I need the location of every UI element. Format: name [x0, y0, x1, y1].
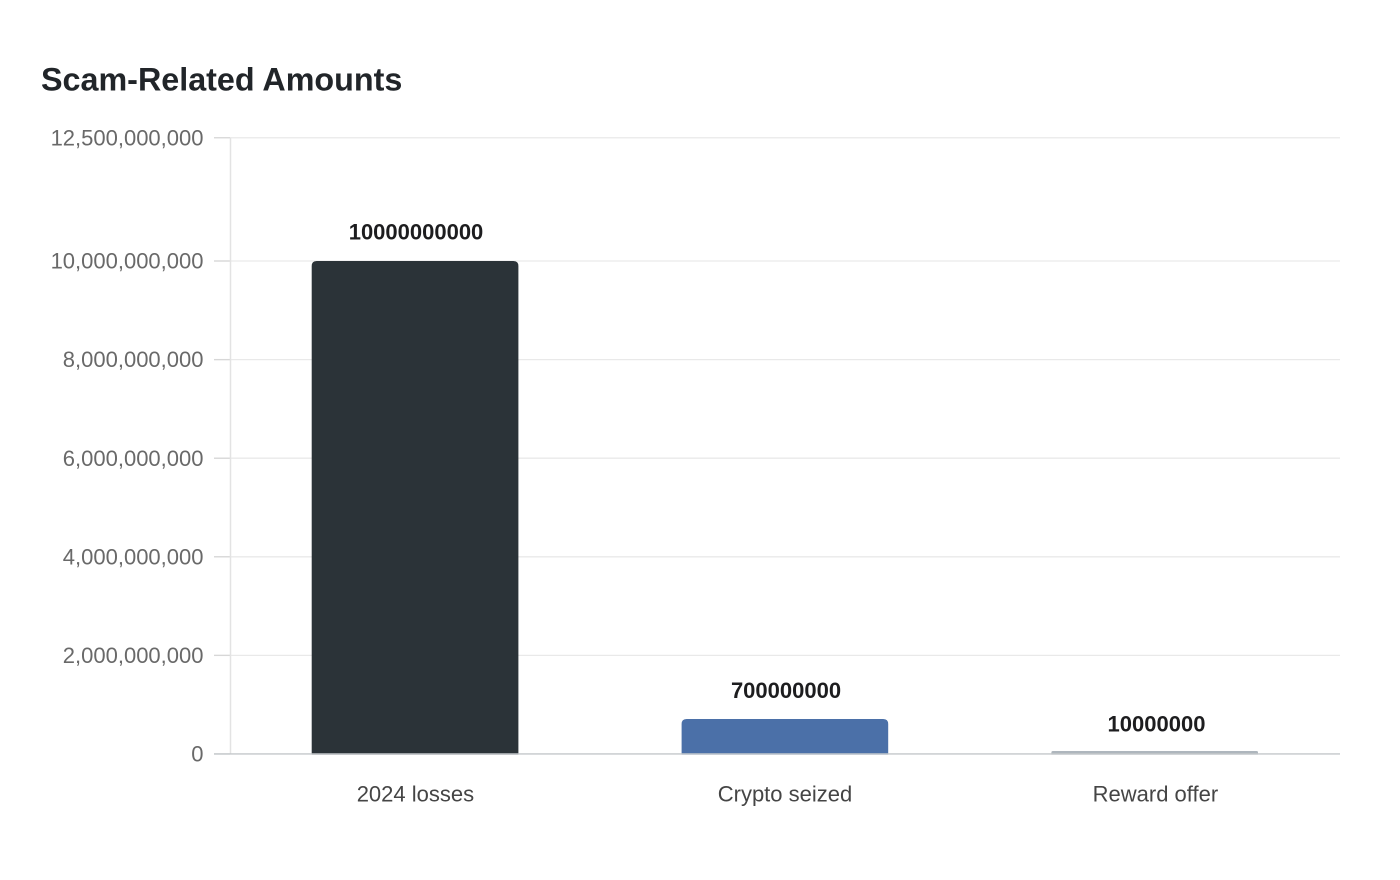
svg-text:8,000,000,000: 8,000,000,000	[63, 347, 204, 372]
svg-text:10,000,000,000: 10,000,000,000	[51, 249, 204, 274]
svg-text:2,000,000,000: 2,000,000,000	[63, 643, 204, 668]
svg-text:2024 losses: 2024 losses	[357, 782, 474, 807]
svg-text:6,000,000,000: 6,000,000,000	[63, 446, 204, 471]
svg-text:0: 0	[191, 742, 203, 767]
svg-text:Reward offer: Reward offer	[1093, 782, 1219, 807]
svg-text:10000000000: 10000000000	[349, 220, 484, 245]
svg-text:Crypto seized: Crypto seized	[718, 782, 853, 807]
svg-text:Scam-Related Amounts: Scam-Related Amounts	[41, 62, 402, 98]
svg-text:10000000: 10000000	[1108, 711, 1206, 736]
svg-text:4,000,000,000: 4,000,000,000	[63, 544, 204, 569]
svg-text:12,500,000,000: 12,500,000,000	[51, 125, 204, 150]
svg-text:700000000: 700000000	[731, 678, 841, 703]
